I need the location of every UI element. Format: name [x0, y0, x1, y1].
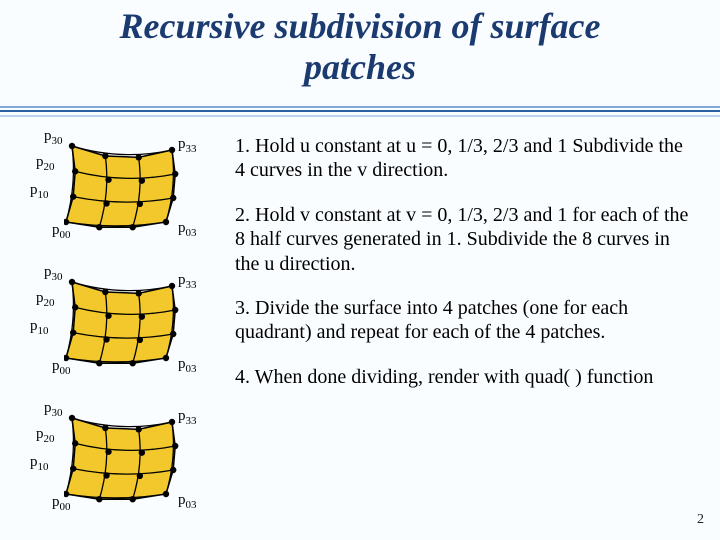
steps-column: 1. Hold u constant at u = 0, 1/3, 2/3 an… [235, 134, 695, 409]
label-p20: p20 [36, 426, 55, 445]
patch-svg [64, 406, 184, 510]
slide-title: Recursive subdivision of surface patches [0, 0, 720, 89]
label-p30: p30 [44, 264, 63, 283]
label-p10: p10 [30, 454, 49, 473]
step-3: 3. Divide the surface into 4 patches (on… [235, 296, 695, 345]
title-line-2: patches [304, 47, 416, 87]
label-p03: p03 [178, 492, 197, 511]
label-p00: p00 [52, 222, 71, 241]
diagram-column: p30 p33 p20 p10 p00 p03 p30 p33 p20 p10 p00 p03 p3… [30, 128, 220, 536]
slide-body: p30 p33 p20 p10 p00 p03 p30 p33 p20 p10 p00 p03 p3… [0, 122, 720, 538]
label-p03: p03 [178, 356, 197, 375]
title-line-1: Recursive subdivision of surface [120, 6, 601, 46]
label-p03: p03 [178, 220, 197, 239]
step-2: 2. Hold v constant at v = 0, 1/3, 2/3 an… [235, 203, 695, 276]
label-p20: p20 [36, 154, 55, 173]
step-1: 1. Hold u constant at u = 0, 1/3, 2/3 an… [235, 134, 695, 183]
label-p10: p10 [30, 182, 49, 201]
patch-diagram-2: p30 p33 p20 p10 p00 p03 [30, 264, 200, 396]
patch-diagram-1: p30 p33 p20 p10 p00 p03 [30, 128, 200, 260]
label-p33: p33 [178, 136, 197, 155]
label-p30: p30 [44, 128, 63, 147]
label-p00: p00 [52, 358, 71, 377]
patch-svg [64, 134, 184, 238]
label-p10: p10 [30, 318, 49, 337]
label-p20: p20 [36, 290, 55, 309]
label-p33: p33 [178, 408, 197, 427]
step-4: 4. When done dividing, render with quad(… [235, 365, 695, 389]
label-p33: p33 [178, 272, 197, 291]
patch-svg [64, 270, 184, 374]
label-p00: p00 [52, 494, 71, 513]
page-number: 2 [697, 512, 704, 528]
patch-diagram-3: p30 p33 p20 p10 p00 p03 [30, 400, 200, 532]
label-p30: p30 [44, 400, 63, 419]
slide: Recursive subdivision of surface patches… [0, 0, 720, 540]
